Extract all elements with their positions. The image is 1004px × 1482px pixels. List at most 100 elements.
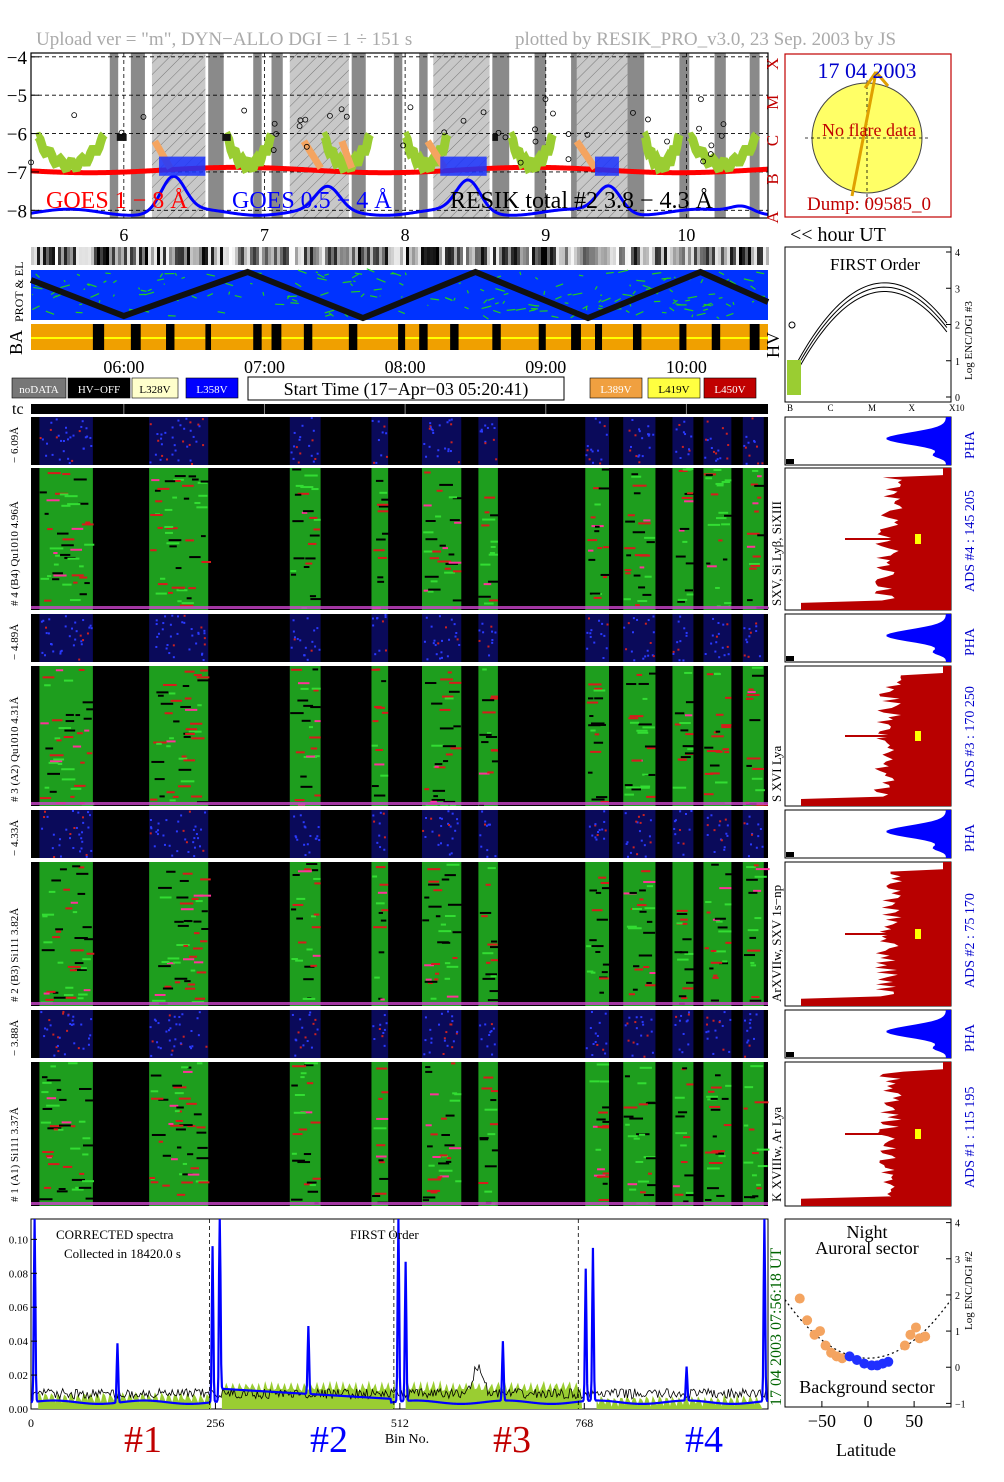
pha-pixel [724,1011,726,1013]
lightness-cell [412,247,415,265]
pha-pixel [311,417,313,419]
spectrogram-pixel [589,889,597,891]
lightness-cell [31,247,34,265]
pha-pixel [87,632,89,634]
pha-pixel [640,1016,642,1018]
lightness-cell [454,247,457,265]
pha-pixel [479,834,481,836]
data-gap [117,810,131,858]
spectrogram-pixel [68,966,81,968]
pha-pixel [173,644,175,646]
hv-off-segment [93,324,104,350]
spectrogram-pixel [381,1091,388,1093]
spectrogram-pixel [65,495,78,497]
pha-pixel [716,1037,718,1039]
spectrogram-pixel [683,1136,690,1138]
spectrogram-pixel [376,1144,385,1146]
blue-blob [159,157,205,176]
spectrogram-pixel [481,915,487,917]
lightness-cell [109,247,112,265]
spectrogram-pixel [749,937,756,939]
spectrogram-pixel [639,889,646,891]
data-gap [357,614,371,662]
pha-pixel [46,443,48,445]
orbit-time-label: 09:00 [525,357,566,377]
pha-pixel [48,1019,50,1021]
pha-pixel [204,812,206,814]
lightness-cell [751,247,754,265]
data-gap [281,417,288,465]
pha-pixel [723,849,725,851]
pha-pixel [378,650,380,652]
spectrogram-pixel [310,595,316,597]
spectrogram-pixel [425,576,439,578]
particle-mark [565,303,569,304]
lightness-cell [676,247,679,265]
spectrogram-pixel [640,1067,652,1069]
spectrogram-pixel [156,691,168,693]
pha-pixel [710,643,712,645]
pha-pixel [490,626,492,628]
spectrogram-pixel [46,1155,53,1157]
lightness-cell [460,247,463,265]
pha-pixel [308,851,310,853]
spectrogram-pixel [629,1118,643,1120]
pha-pixel [307,1040,309,1042]
spectrogram-pixel [642,594,651,596]
pha-pixel [58,844,60,846]
pha-pixel [643,814,645,816]
lightness-cell [403,247,406,265]
pha-pixel [158,823,160,825]
spectrogram-pixel [603,576,607,578]
spectrogram-pixel [439,484,453,486]
pha-pixel [378,439,380,441]
pha-block [422,810,461,858]
pha-pixel [638,428,640,430]
pha-pixel [482,631,484,633]
pha-pixel [313,629,315,631]
spectrogram-pixel [645,576,652,578]
data-gap [253,1062,267,1206]
spectrogram-pixel [192,479,199,481]
pha-pixel [384,1014,386,1016]
spectrogram-pixel [709,967,713,969]
pha-pixel [643,1056,645,1058]
pha-pixel [640,822,642,824]
pha-pixel [198,633,200,635]
data-gap [94,810,102,858]
pha-pixel [59,838,61,840]
pha-pixel [706,1024,708,1026]
pha-pixel [372,624,374,626]
spectrogram-pixel [445,697,454,699]
pha-pixel [592,462,594,464]
lightness-cell [418,247,421,265]
spectrogram-pixel [424,551,433,553]
pha-pixel [197,837,199,839]
pha-pixel [748,855,750,857]
data-gap [321,862,346,1006]
ads-label: ADS #2 : 75 170 [963,893,978,988]
spectrogram-pixel [594,503,600,505]
spectrum-xtick-label: 768 [575,1416,593,1430]
lightness-cell [574,247,577,265]
pha-pixel [426,617,428,619]
pha-pixel [440,825,442,827]
pha-pixel [46,632,48,634]
pha-pixel [185,418,187,420]
pha-pixel [441,1013,443,1015]
spectrogram-pixel [479,734,491,736]
spectrogram-pixel [63,538,75,540]
pha-pixel [297,638,299,640]
lightness-cell [439,247,442,265]
pha-pixel [50,1024,52,1026]
spectrogram-pixel [588,697,593,699]
pha-pixel [429,446,431,448]
lightness-cell [706,247,709,265]
spectrogram-pixel [374,977,380,979]
spectrogram-pixel [165,986,172,988]
pha-pixel [722,624,724,626]
spectrogram-pixel [716,731,720,733]
pha-pixel [679,810,681,812]
data-gap [281,468,288,610]
